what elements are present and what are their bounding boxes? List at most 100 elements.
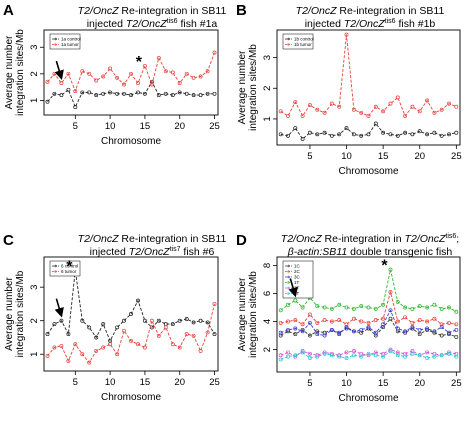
data-point <box>322 318 327 323</box>
y-tick-label: 1 <box>29 352 40 357</box>
data-point <box>395 329 400 334</box>
data-point <box>359 319 364 324</box>
star-annotation: * <box>136 54 143 71</box>
data-point <box>300 322 305 327</box>
data-point <box>59 93 64 98</box>
x-axis-label: Chromosome <box>338 166 398 177</box>
series-line <box>47 303 215 364</box>
arrow-annotation <box>288 278 298 298</box>
data-point <box>286 133 290 138</box>
data-point <box>94 348 99 353</box>
panel-a: A T2/OncZ Re-integration in SB11injected … <box>3 2 226 147</box>
data-point <box>129 312 133 316</box>
data-point <box>101 345 106 350</box>
data-point <box>373 318 378 323</box>
data-point <box>293 326 298 331</box>
x-tick-label: 15 <box>140 121 151 132</box>
data-point <box>45 353 50 358</box>
data-point <box>136 90 140 95</box>
data-point <box>432 316 437 321</box>
data-point <box>315 354 320 359</box>
data-point <box>366 325 371 330</box>
data-point <box>198 74 203 79</box>
data-point <box>425 305 430 310</box>
data-point <box>191 75 196 80</box>
data-point <box>142 345 147 350</box>
data-point <box>366 351 371 356</box>
data-point <box>359 304 364 309</box>
plot-frame <box>43 29 219 116</box>
series <box>45 50 217 94</box>
data-point <box>122 328 126 333</box>
data-point <box>395 299 400 304</box>
data-point <box>278 333 283 338</box>
panel-title-line2: injected T2/OncZtis6 fish #1a <box>87 18 218 30</box>
panel-title-line2: injected T2/OncZtis7 fish #6 <box>90 246 215 258</box>
data-point <box>73 105 78 109</box>
data-point <box>366 305 371 310</box>
data-point <box>191 93 196 98</box>
data-point <box>337 354 342 359</box>
data-point <box>395 350 400 355</box>
data-point <box>417 129 422 134</box>
data-point <box>454 354 459 359</box>
data-point <box>122 82 126 87</box>
data-point <box>307 103 312 108</box>
data-point <box>447 132 451 137</box>
data-point <box>410 104 415 109</box>
data-point <box>329 306 334 311</box>
data-point <box>170 322 175 327</box>
data-point <box>286 354 290 359</box>
data-point <box>337 332 342 337</box>
data-point <box>432 130 437 135</box>
data-point <box>410 306 415 311</box>
data-point <box>66 358 71 363</box>
arrow-annotation <box>54 60 64 80</box>
data-point <box>337 104 342 109</box>
data-point <box>278 320 283 325</box>
data-point <box>163 325 168 330</box>
y-tick-label: 2 <box>29 71 40 76</box>
data-point <box>417 304 422 309</box>
data-point <box>80 69 85 74</box>
data-point <box>417 332 422 337</box>
data-point <box>115 325 120 330</box>
data-point <box>337 302 342 307</box>
panel-letter: C <box>3 232 14 249</box>
data-point <box>198 348 203 353</box>
data-point <box>366 113 371 118</box>
x-tick-label: 10 <box>341 378 352 389</box>
data-point <box>351 132 356 137</box>
data-point <box>315 132 320 137</box>
data-point <box>177 345 182 350</box>
data-point <box>136 81 140 86</box>
x-tick-label: 10 <box>105 121 116 132</box>
data-point <box>447 305 451 310</box>
data-point <box>344 356 349 360</box>
data-point <box>351 306 356 311</box>
data-point <box>381 130 386 135</box>
legend-marker <box>54 270 57 273</box>
panel-title-line1: T2/OncZ Re-integration in SB11 <box>78 233 227 245</box>
data-point <box>403 329 408 334</box>
legend-marker <box>54 43 57 46</box>
data-point <box>395 326 400 331</box>
data-point <box>108 342 113 347</box>
data-point <box>170 342 175 347</box>
legend-entry: 3C <box>294 275 301 280</box>
data-point <box>80 90 85 95</box>
data-point <box>381 302 386 307</box>
x-tick-label: 15 <box>378 151 389 162</box>
data-point <box>278 357 283 362</box>
data-point <box>373 353 378 358</box>
data-point <box>439 325 444 330</box>
series-line <box>280 122 457 140</box>
data-point <box>59 343 64 348</box>
data-point <box>344 322 349 327</box>
legend-marker <box>287 264 290 268</box>
data-point <box>410 325 415 330</box>
y-tick-label: 1 <box>29 98 40 103</box>
data-point <box>307 320 312 325</box>
data-point <box>381 109 386 114</box>
data-point <box>156 333 161 338</box>
